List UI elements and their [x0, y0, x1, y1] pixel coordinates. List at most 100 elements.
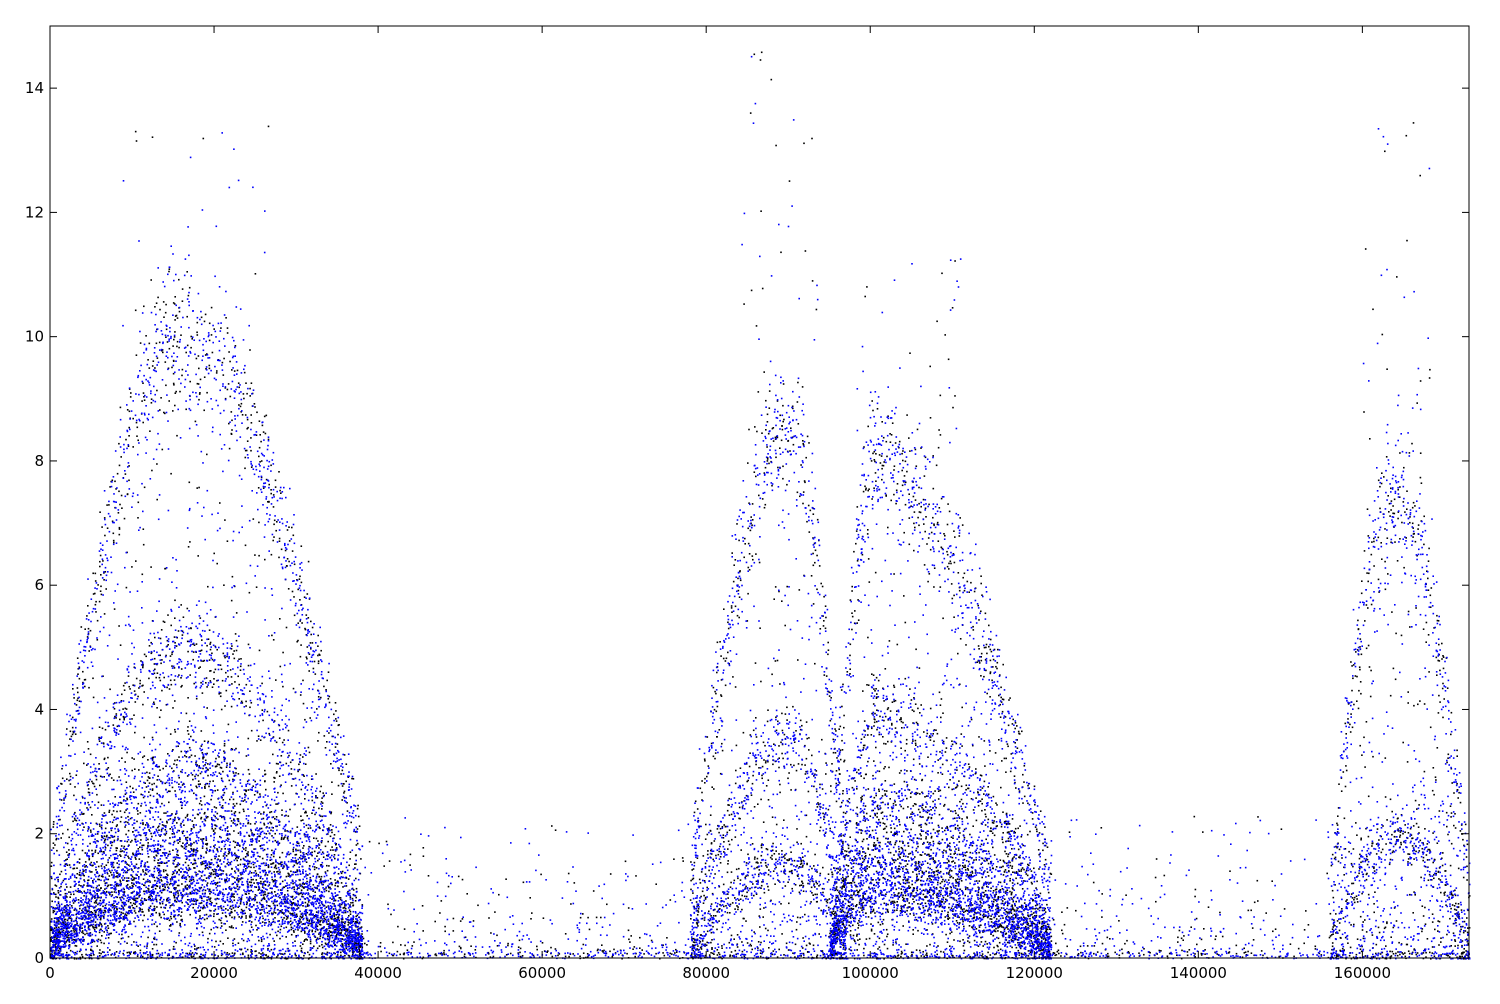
point-black: [162, 852, 164, 854]
point-black: [1038, 832, 1041, 834]
point-black: [174, 331, 176, 333]
point-black: [222, 652, 225, 655]
point-black: [169, 905, 172, 907]
point-black: [932, 733, 934, 735]
point-black: [998, 739, 1000, 741]
point-black: [280, 889, 282, 891]
point-black: [243, 371, 246, 374]
point-black: [781, 425, 783, 427]
point-black: [95, 778, 98, 781]
point-black: [217, 864, 219, 867]
point-black: [133, 920, 135, 923]
point-black: [252, 518, 255, 520]
point-black: [66, 939, 68, 942]
point-black: [993, 854, 996, 856]
point-black: [851, 786, 854, 789]
point-black: [790, 789, 792, 791]
point-black: [821, 887, 824, 890]
point-black: [111, 520, 114, 523]
point-black: [357, 942, 359, 945]
point-black: [299, 883, 301, 886]
point-black: [64, 924, 67, 926]
point-black: [127, 877, 130, 879]
point-black: [793, 764, 795, 767]
point-black: [96, 861, 98, 863]
point-black: [118, 490, 120, 493]
point-black: [875, 696, 878, 698]
point-black: [258, 554, 260, 557]
point-black: [319, 790, 321, 793]
point-black: [225, 671, 227, 674]
point-black: [752, 774, 754, 777]
point-black: [872, 452, 874, 455]
point-black: [230, 676, 233, 678]
point-black: [752, 729, 755, 732]
point-black: [846, 671, 849, 673]
point-black: [173, 872, 175, 874]
point-black: [79, 926, 81, 928]
point-black: [72, 730, 74, 733]
point-black: [985, 815, 987, 818]
point-black: [350, 821, 352, 824]
point-black: [236, 823, 239, 826]
point-black: [207, 763, 209, 765]
point-black: [142, 869, 144, 871]
point-black: [806, 737, 808, 740]
point-black: [269, 887, 272, 889]
point-black: [157, 862, 159, 864]
point-black: [234, 846, 236, 849]
point-black: [273, 907, 276, 910]
point-black: [199, 392, 201, 394]
point-black: [703, 880, 706, 882]
point-black: [165, 765, 167, 767]
point-black: [316, 885, 319, 887]
point-black: [155, 342, 158, 345]
point-black: [266, 874, 269, 876]
point-black: [901, 484, 904, 487]
point-black: [760, 798, 762, 801]
point-black: [860, 797, 862, 799]
point-black: [120, 494, 123, 497]
point-black: [792, 705, 794, 708]
point-black: [995, 866, 998, 868]
point-black: [934, 790, 936, 792]
point-black: [745, 895, 748, 898]
point-black: [245, 917, 247, 919]
point-black: [199, 650, 202, 652]
point-black: [331, 829, 333, 831]
point-black: [334, 882, 337, 884]
point-black: [932, 792, 935, 795]
point-black: [115, 875, 117, 878]
point-black: [822, 891, 824, 894]
point-black: [111, 891, 113, 893]
point-black: [219, 766, 222, 769]
point-black: [230, 599, 233, 602]
point-black: [69, 738, 71, 740]
point-black: [329, 835, 332, 838]
point-black: [134, 877, 136, 880]
point-black: [321, 808, 323, 810]
point-black: [706, 853, 709, 856]
point-black: [984, 824, 987, 826]
point-black: [821, 738, 823, 741]
point-black: [274, 891, 276, 893]
point-black: [190, 754, 193, 757]
point-black: [840, 955, 843, 957]
point-black: [142, 822, 144, 824]
point-black: [280, 925, 283, 928]
point-black: [153, 867, 156, 870]
point-black: [131, 757, 133, 759]
point-black: [1008, 870, 1010, 872]
point-black: [281, 809, 283, 811]
point-black: [273, 866, 276, 869]
point-black: [249, 916, 251, 919]
point-black: [186, 607, 189, 610]
point-black: [317, 929, 319, 931]
point-black: [278, 471, 280, 473]
point-black: [800, 842, 802, 845]
point-black: [242, 393, 245, 395]
point-black: [357, 934, 359, 936]
point-black: [193, 859, 196, 861]
point-black: [174, 617, 176, 619]
point-black: [708, 954, 711, 956]
